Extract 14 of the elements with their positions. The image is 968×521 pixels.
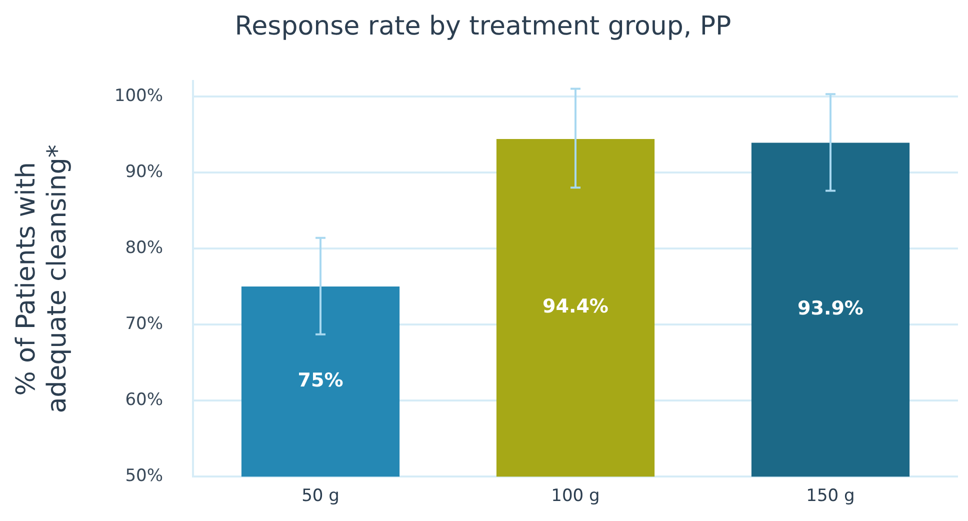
chart-title: Response rate by treatment group, PP [234, 11, 732, 42]
y-tick-label: 50% [125, 466, 163, 486]
data-label: 94.4% [542, 296, 608, 318]
data-label: 75% [298, 369, 344, 392]
y-tick-label: 100% [114, 86, 163, 106]
y-tick-label: 90% [125, 162, 163, 182]
y-axis-title: % of Patients with adequate cleansing* [11, 144, 73, 414]
x-tick-label: 50 g [302, 486, 340, 506]
data-label: 93.9% [798, 298, 864, 320]
y-tick-label: 70% [125, 314, 163, 334]
x-tick-label: 100 g [551, 486, 600, 506]
y-tick-label: 80% [125, 238, 163, 258]
x-tick-label: 150 g [806, 486, 855, 506]
y-tick-label: 60% [125, 390, 163, 410]
